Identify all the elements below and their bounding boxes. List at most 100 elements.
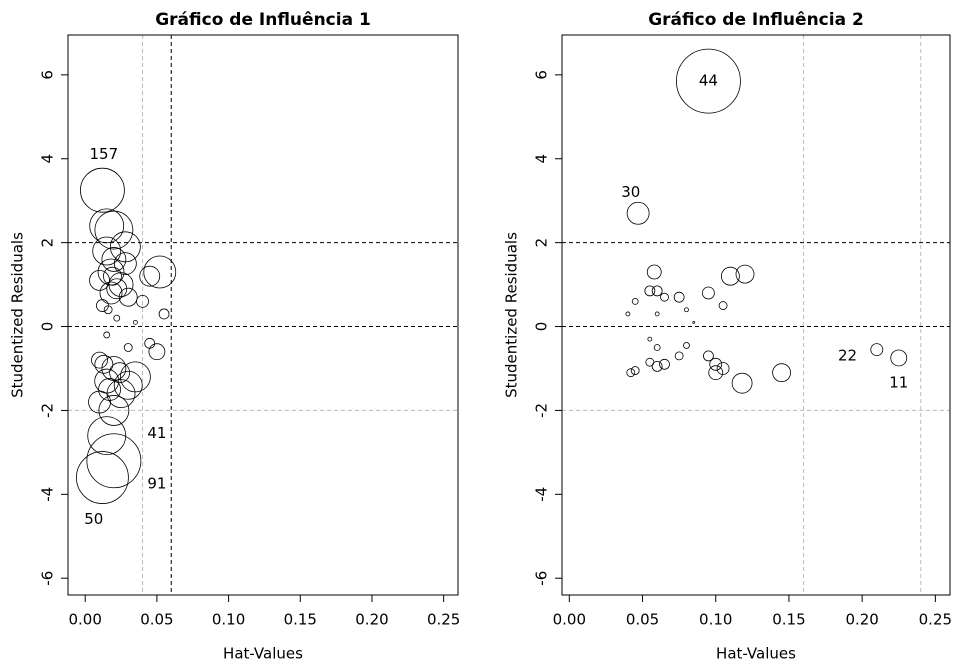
point <box>720 266 740 286</box>
y-tick-label: -6 <box>533 571 551 586</box>
plot-frame <box>67 34 459 596</box>
point <box>91 351 108 369</box>
point <box>87 416 127 455</box>
point <box>646 264 662 280</box>
x-axis-label: Hat-Values <box>223 645 303 663</box>
point <box>645 357 655 367</box>
point <box>676 48 741 114</box>
point <box>118 287 138 307</box>
point <box>625 311 631 317</box>
point <box>692 320 696 324</box>
y-tick-label: 2 <box>39 238 57 248</box>
point <box>731 372 753 394</box>
x-tick-label: 0.05 <box>140 611 173 629</box>
point <box>103 266 122 286</box>
y-axis-label: Studentized Residuals <box>9 232 27 398</box>
x-tick-label: 0.25 <box>427 611 460 629</box>
x-tick-label: 0.20 <box>845 611 878 629</box>
point <box>626 368 636 378</box>
point <box>103 305 113 315</box>
point-label: 50 <box>84 510 103 528</box>
y-tick-label: 4 <box>39 154 57 164</box>
point <box>683 342 690 349</box>
point-label: 11 <box>889 374 908 392</box>
x-tick-label: 0.00 <box>69 611 102 629</box>
point <box>94 354 114 374</box>
point <box>709 357 723 371</box>
point <box>870 343 884 357</box>
y-tick-label: 6 <box>533 70 551 80</box>
y-tick-label: 0 <box>533 322 551 332</box>
point <box>103 331 111 339</box>
point <box>76 451 129 504</box>
plot-frame <box>561 34 951 596</box>
point <box>148 343 166 361</box>
y-tick-label: -6 <box>39 571 57 586</box>
point <box>101 356 127 381</box>
point <box>630 366 640 375</box>
point <box>132 319 138 325</box>
x-tick-label: 0.05 <box>626 611 659 629</box>
point <box>684 307 689 313</box>
point <box>158 308 170 320</box>
point <box>119 361 151 393</box>
point <box>626 201 650 225</box>
point <box>654 311 660 317</box>
point <box>113 314 121 322</box>
point <box>143 255 177 289</box>
point <box>890 349 908 367</box>
point <box>113 252 137 276</box>
point <box>651 285 663 297</box>
point <box>660 292 669 302</box>
x-tick-label: 0.25 <box>919 611 952 629</box>
point <box>106 278 128 300</box>
point <box>647 336 653 342</box>
point-label: 22 <box>838 346 857 364</box>
point <box>98 378 121 401</box>
y-tick-label: 0 <box>39 322 57 332</box>
y-axis-label: Studentized Residuals <box>503 232 521 398</box>
y-tick-label: -4 <box>39 487 57 502</box>
point <box>80 167 125 213</box>
point <box>653 344 661 351</box>
point <box>772 363 792 383</box>
chart-title: Gráfico de Influência 2 <box>648 10 864 30</box>
chart-title: Gráfico de Influência 1 <box>155 10 371 30</box>
point-label: 30 <box>621 183 640 201</box>
y-tick-label: 6 <box>39 70 57 80</box>
x-tick-label: 0.10 <box>699 611 732 629</box>
x-axis-label: Hat-Values <box>716 645 796 663</box>
y-tick-label: -2 <box>533 403 551 418</box>
point-label: 41 <box>147 424 166 442</box>
point <box>123 343 133 352</box>
point <box>109 362 131 384</box>
point <box>106 379 136 409</box>
x-tick-label: 0.00 <box>553 611 586 629</box>
point <box>101 247 127 272</box>
point <box>674 351 684 361</box>
point <box>92 236 122 266</box>
point <box>86 433 142 489</box>
point <box>113 370 143 400</box>
point <box>88 390 111 414</box>
point-label: 91 <box>147 474 166 492</box>
point <box>631 297 639 305</box>
point <box>136 294 149 308</box>
point-label: 157 <box>90 145 119 163</box>
point <box>94 210 134 250</box>
point <box>703 350 714 362</box>
point <box>144 337 156 349</box>
y-tick-label: -4 <box>533 487 551 502</box>
point <box>659 358 670 370</box>
point <box>644 285 656 297</box>
point <box>98 395 130 426</box>
point <box>735 264 755 284</box>
point <box>96 299 109 312</box>
point <box>702 286 715 300</box>
point <box>99 281 123 305</box>
point <box>651 360 663 372</box>
point <box>139 265 161 287</box>
x-tick-label: 0.15 <box>284 611 317 629</box>
